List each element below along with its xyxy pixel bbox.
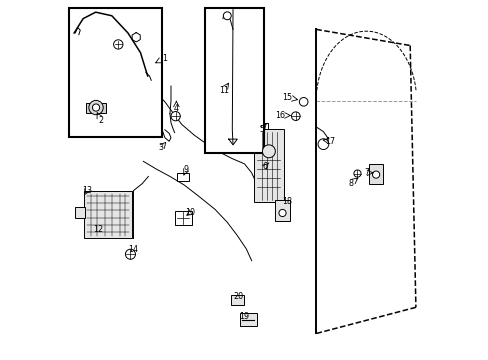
Text: 19: 19 (238, 312, 248, 321)
Circle shape (92, 104, 100, 111)
Bar (75, 207, 84, 219)
Text: 2: 2 (98, 116, 103, 125)
Circle shape (89, 100, 103, 115)
Text: 8: 8 (347, 179, 352, 188)
Text: 17: 17 (325, 137, 335, 146)
Text: 16: 16 (275, 111, 285, 120)
Circle shape (299, 98, 307, 106)
Bar (254, 129, 283, 202)
Circle shape (291, 112, 300, 121)
Circle shape (171, 112, 180, 121)
Text: 14: 14 (128, 246, 138, 255)
Bar (274, 201, 289, 221)
Text: 15: 15 (282, 93, 292, 102)
Text: 6: 6 (262, 162, 267, 171)
Text: 9: 9 (183, 165, 188, 174)
Text: 5: 5 (259, 125, 264, 134)
Circle shape (223, 12, 231, 20)
Circle shape (113, 40, 122, 49)
Text: 10: 10 (184, 208, 195, 217)
Circle shape (317, 139, 328, 149)
Text: 7: 7 (364, 168, 369, 177)
Circle shape (353, 170, 360, 177)
Bar (86, 103, 105, 113)
Bar (368, 163, 382, 184)
Text: 11: 11 (218, 86, 228, 95)
Text: 3: 3 (159, 143, 163, 152)
Text: 18: 18 (282, 197, 292, 206)
Text: 1: 1 (162, 54, 167, 63)
Bar (239, 314, 257, 326)
Text: 12: 12 (93, 225, 103, 234)
Text: 20: 20 (232, 292, 243, 301)
Text: 4: 4 (174, 104, 179, 113)
Bar (177, 173, 188, 181)
Bar (174, 211, 191, 225)
Bar (83, 191, 132, 238)
Text: 13: 13 (81, 186, 92, 195)
Circle shape (262, 145, 275, 158)
Circle shape (372, 171, 379, 178)
Bar (69, 8, 162, 137)
Bar (230, 296, 244, 305)
Circle shape (278, 210, 285, 217)
Circle shape (125, 249, 135, 259)
Bar (204, 8, 264, 153)
